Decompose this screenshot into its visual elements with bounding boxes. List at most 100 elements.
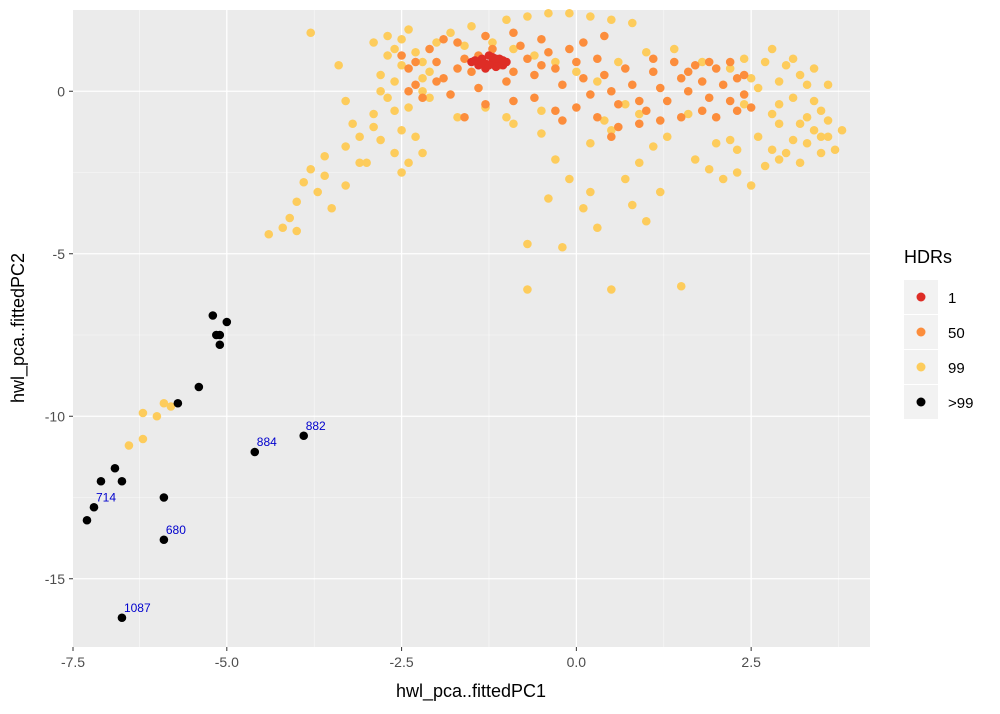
data-point: [390, 44, 399, 54]
data-point: [746, 103, 756, 112]
data-point: [383, 51, 392, 60]
point-label: 680: [166, 523, 186, 537]
data-point: [558, 242, 567, 252]
data-point: [481, 99, 490, 109]
data-point: [299, 431, 309, 441]
data-point: [558, 116, 567, 125]
data-point: [711, 138, 721, 148]
data-point: [467, 21, 476, 31]
data-point: [509, 119, 518, 129]
data-point: [397, 51, 406, 60]
data-point: [823, 80, 833, 90]
data-point: [676, 73, 686, 83]
series-99: [124, 8, 847, 450]
data-point: [739, 54, 749, 64]
data-point: [641, 47, 651, 57]
data-point: [634, 109, 644, 119]
data-point: [397, 125, 406, 135]
data-point: [264, 229, 274, 239]
data-point: [453, 38, 462, 47]
data-point: [470, 56, 480, 65]
data-point: [460, 41, 469, 51]
x-tick-label: 0.0: [567, 654, 587, 670]
data-point: [627, 200, 637, 210]
data-point: [593, 223, 602, 233]
data-point: [397, 60, 406, 70]
data-point: [313, 187, 322, 197]
legend-key: 50: [904, 315, 965, 349]
legend-label: 50: [948, 325, 965, 342]
data-point: [159, 535, 169, 545]
data-point: [809, 96, 819, 106]
data-point: [816, 132, 826, 142]
data-point: [418, 148, 427, 158]
data-point: [781, 60, 791, 70]
data-point: [711, 64, 721, 73]
data-point: [551, 155, 560, 164]
point-label: 884: [257, 435, 277, 449]
data-point: [725, 64, 735, 73]
data-point: [404, 103, 413, 112]
data-point: [739, 90, 749, 99]
data-point: [404, 158, 413, 168]
data-point: [732, 145, 742, 155]
data-point: [641, 216, 651, 226]
data-point: [788, 93, 798, 103]
data-point: [369, 122, 378, 132]
data-point: [138, 434, 148, 444]
data-point: [404, 64, 413, 73]
data-point: [746, 181, 756, 190]
data-point: [607, 285, 616, 294]
legend-key: 99: [904, 350, 965, 384]
major-gridlines: [73, 10, 870, 647]
data-point: [509, 67, 518, 77]
data-point: [383, 93, 392, 103]
data-point: [194, 382, 204, 392]
data-point: [823, 132, 833, 142]
legend-key: >99: [904, 385, 973, 419]
data-point: [411, 47, 420, 57]
data-point: [523, 239, 532, 249]
data-point: [669, 57, 679, 67]
data-point: [355, 132, 364, 142]
data-point: [306, 28, 316, 38]
x-tick-label: -7.5: [61, 654, 85, 670]
data-point: [621, 64, 630, 73]
data-point: [477, 57, 487, 67]
data-point: [138, 408, 148, 418]
legend: HDRs 1 50 99 >99: [904, 247, 973, 419]
y-tick-label: -15: [45, 571, 65, 587]
data-point: [432, 77, 441, 86]
data-point: [579, 203, 588, 213]
data-point: [320, 151, 329, 161]
data-point: [697, 106, 707, 116]
data-point: [498, 56, 508, 65]
data-point: [348, 119, 357, 129]
data-point: [488, 38, 497, 47]
data-point: [502, 77, 511, 86]
data-point: [600, 70, 609, 80]
data-point: [124, 441, 134, 450]
data-point: [732, 168, 742, 177]
data-point: [690, 60, 700, 70]
data-point: [760, 57, 770, 67]
data-point: [586, 90, 595, 99]
data-point: [306, 164, 316, 174]
data-point: [788, 135, 798, 145]
data-point: [152, 411, 162, 421]
data-point: [816, 106, 826, 116]
data-point: [369, 109, 378, 119]
y-tick-label: -10: [45, 408, 65, 424]
data-point: [355, 158, 364, 168]
data-point: [614, 99, 623, 109]
data-point: [439, 73, 448, 83]
y-axis-ticks: 0 -5 -10 -15: [45, 83, 73, 587]
data-point: [166, 402, 176, 411]
y-axis-title: hwl_pca..fittedPC2: [8, 253, 29, 403]
data-point: [572, 57, 581, 67]
x-axis-ticks: -7.5 -5.0 -2.5 0.0 2.5: [61, 647, 761, 670]
data-point: [837, 125, 847, 135]
data-point: [739, 70, 749, 80]
data-point: [621, 99, 630, 109]
